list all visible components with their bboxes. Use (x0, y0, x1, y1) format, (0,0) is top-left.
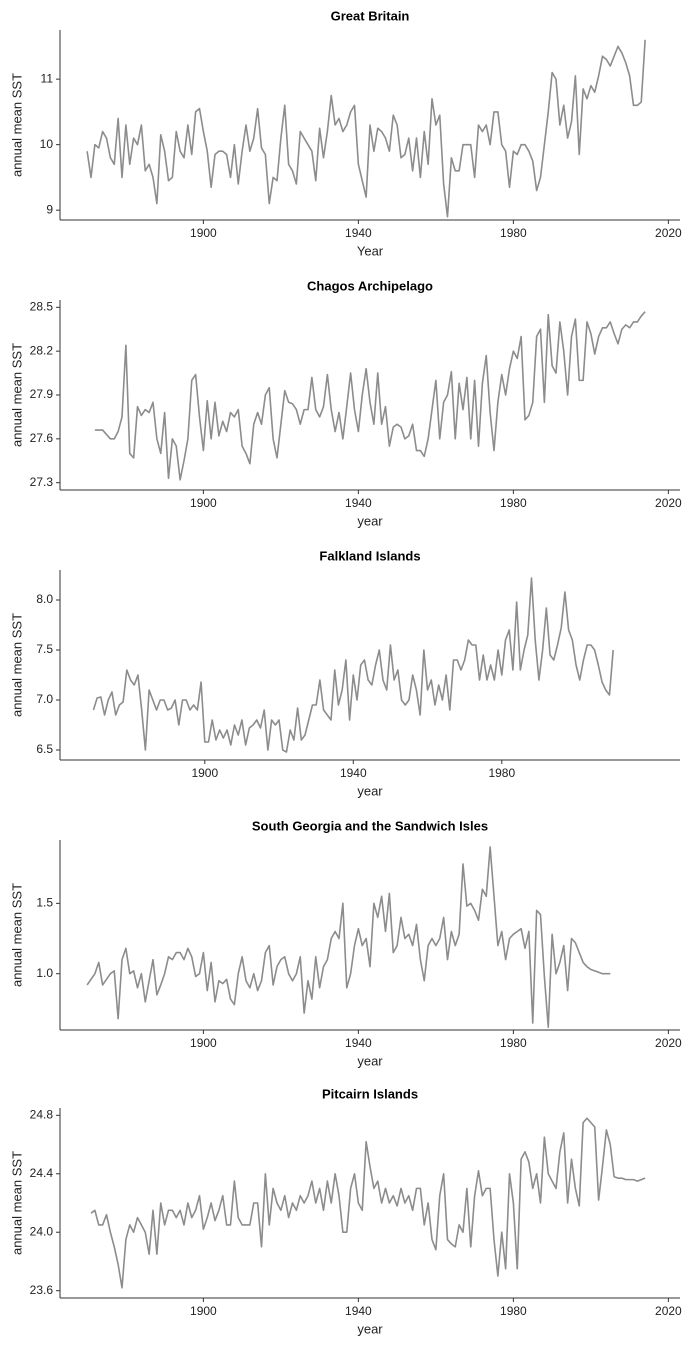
x-tick-label: 1940 (345, 1036, 372, 1050)
panel: Falkland Islands annual mean SST year 6.5 7.… (9, 548, 680, 798)
x-tick-label: 1980 (488, 766, 515, 780)
x-axis-label: year (357, 1321, 383, 1336)
y-tick-label: 28.2 (30, 343, 54, 357)
x-axis-label: year (357, 783, 383, 798)
y-axis-label: annual mean SST (9, 613, 24, 717)
x-tick-label: 1980 (500, 226, 527, 240)
x-tick-label: 2020 (655, 496, 682, 510)
y-tick-label: 1.0 (36, 966, 53, 980)
y-tick-label: 28.5 (30, 299, 54, 313)
chart-title: Falkland Islands (319, 548, 420, 563)
sst-line (86, 39, 646, 218)
y-tick-label: 27.6 (30, 431, 54, 445)
x-tick-label: 2020 (655, 1304, 682, 1318)
x-axis-label: Year (357, 243, 384, 258)
sst-line (90, 1117, 646, 1289)
y-tick-label: 8.0 (36, 592, 53, 606)
x-axis-label: year (357, 513, 383, 528)
x-tick-label: 1940 (345, 1304, 372, 1318)
y-tick-label: 27.3 (30, 475, 54, 489)
y-axis-label: annual mean SST (9, 343, 24, 447)
chart-title: Great Britain (331, 8, 410, 23)
x-tick-label: 1940 (345, 226, 372, 240)
sst-line (92, 577, 614, 753)
x-axis-label: year (357, 1053, 383, 1068)
panel: South Georgia and the Sandwich Isles annu… (9, 818, 682, 1068)
y-tick-label: 10 (40, 137, 54, 151)
y-axis-label: annual mean SST (9, 73, 24, 177)
sst-line (94, 311, 646, 481)
y-axis-label: annual mean SST (9, 883, 24, 987)
x-tick-label: 1900 (190, 226, 217, 240)
y-tick-label: 1.5 (36, 896, 53, 910)
y-tick-label: 24.0 (30, 1224, 54, 1238)
x-tick-label: 1900 (190, 496, 217, 510)
chart-title: Pitcairn Islands (322, 1086, 418, 1101)
sst-line (86, 846, 611, 1028)
x-tick-label: 1940 (345, 496, 372, 510)
y-tick-label: 7.0 (36, 692, 53, 706)
chart-title: Chagos Archipelago (307, 278, 433, 293)
y-tick-label: 24.4 (30, 1166, 54, 1180)
y-tick-label: 7.5 (36, 642, 53, 656)
x-tick-label: 1900 (191, 766, 218, 780)
x-tick-label: 1900 (190, 1304, 217, 1318)
y-tick-label: 11 (41, 71, 54, 85)
x-tick-label: 1980 (500, 1036, 527, 1050)
y-tick-label: 23.6 (30, 1283, 54, 1297)
x-tick-label: 2020 (655, 226, 682, 240)
panel: Chagos Archipelago annual mean SST year 27.… (9, 278, 682, 528)
x-tick-label: 2020 (655, 1036, 682, 1050)
y-tick-label: 27.9 (30, 387, 54, 401)
chart-title: South Georgia and the Sandwich Isles (252, 818, 488, 833)
x-tick-label: 1900 (190, 1036, 217, 1050)
y-tick-label: 24.8 (30, 1107, 54, 1121)
y-tick-label: 6.5 (36, 742, 53, 756)
x-tick-label: 1940 (340, 766, 367, 780)
panel: Pitcairn Islands annual mean SST year 23.6 2… (9, 1086, 682, 1336)
y-axis-label: annual mean SST (9, 1151, 24, 1255)
x-tick-label: 1980 (500, 496, 527, 510)
y-tick-label: 9 (46, 202, 53, 216)
panel: Great Britain annual mean SST Year 9 10 11 190… (9, 8, 682, 258)
x-tick-label: 1980 (500, 1304, 527, 1318)
